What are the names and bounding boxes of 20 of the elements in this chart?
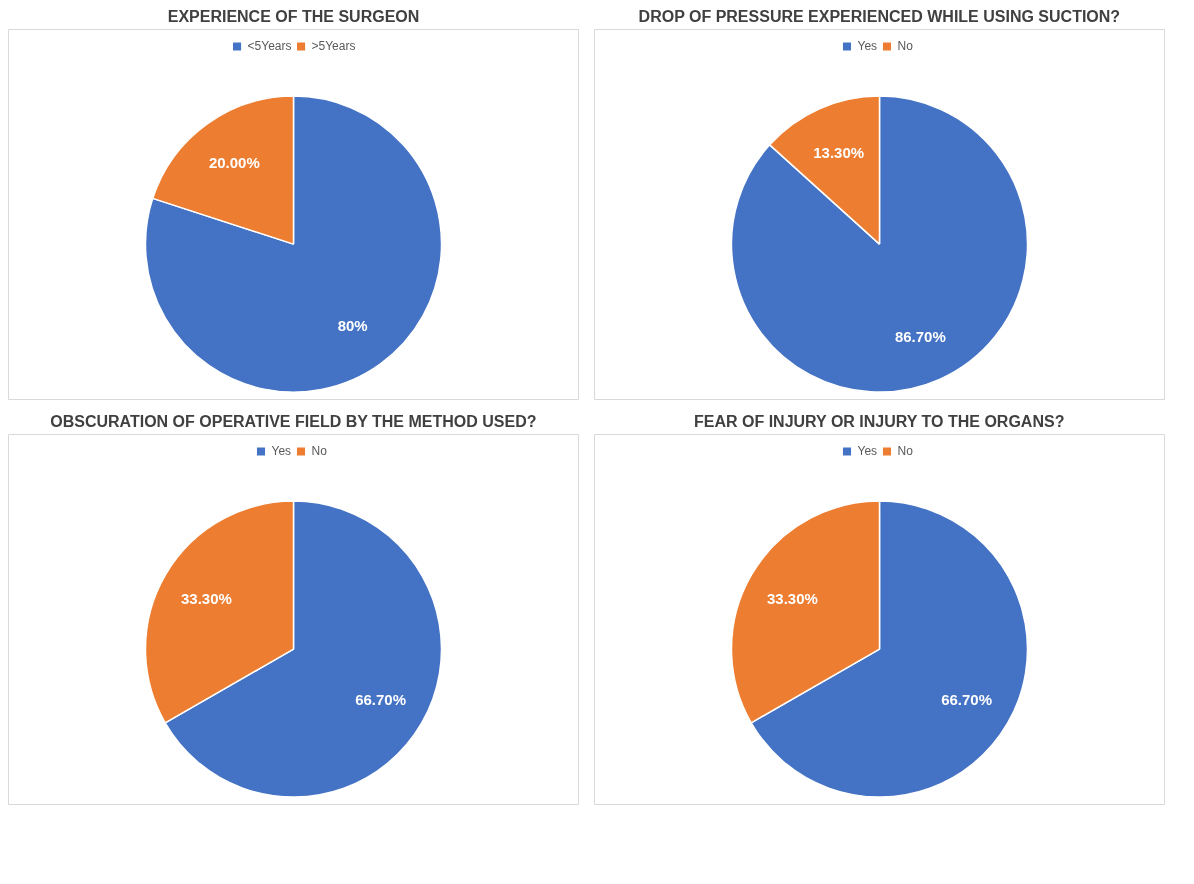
- chart-title: EXPERIENCE OF THE SURGEON: [167, 7, 420, 25]
- data-label: 20.00%: [208, 154, 260, 172]
- chart-title: OBSCURATION OF OPERATIVE FIELD BY THE METHOD USED?: [50, 412, 537, 430]
- data-label: 86.70%: [894, 327, 946, 345]
- data-label: 33.30%: [180, 590, 232, 608]
- legend-label: Yes: [857, 39, 878, 53]
- chart-title: DROP OF PRESSURE EXPERIENCED WHILE USING SUCTION?: [638, 7, 1121, 25]
- data-label: 13.30%: [813, 143, 865, 161]
- legend-label: Yes: [857, 444, 878, 458]
- legend-label: No: [897, 444, 914, 458]
- legend-label: No: [311, 444, 328, 458]
- data-label: 33.30%: [766, 590, 818, 608]
- legend-label: No: [897, 39, 914, 53]
- data-label: 66.70%: [941, 691, 993, 709]
- data-label: 66.70%: [355, 691, 407, 709]
- legend-label: >5Years: [311, 39, 356, 53]
- data-label: 80%: [337, 317, 368, 335]
- legend-label: <5Years: [247, 39, 292, 53]
- legend-label: Yes: [271, 444, 292, 458]
- chart-title: FEAR OF INJURY OR INJURY TO THE ORGANS?: [694, 412, 1065, 430]
